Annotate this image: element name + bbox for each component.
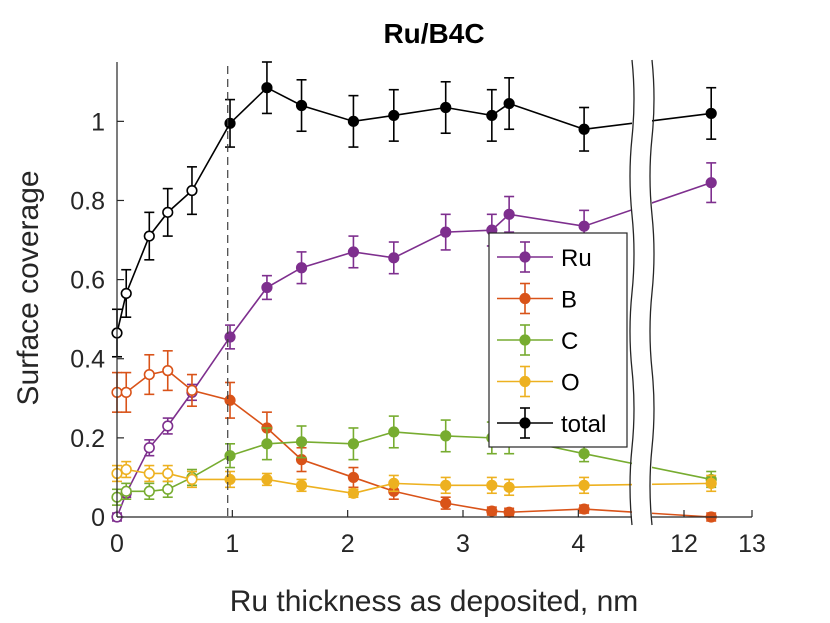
data-point xyxy=(347,115,360,127)
data-point xyxy=(261,82,273,94)
data-point xyxy=(120,463,132,476)
legend-entry-total: total xyxy=(497,407,606,439)
data-point xyxy=(486,479,498,491)
x-axis-label: Ru thickness as deposited, nm xyxy=(230,585,639,618)
data-point xyxy=(347,471,360,484)
data-point xyxy=(224,117,236,129)
data-point xyxy=(224,331,236,343)
data-point xyxy=(162,206,174,218)
data-point xyxy=(388,477,400,489)
data-point xyxy=(705,107,717,120)
data-point xyxy=(503,506,515,518)
data-point xyxy=(578,503,590,515)
x-tick-label: 4 xyxy=(571,530,585,558)
data-point xyxy=(162,420,174,432)
data-point xyxy=(186,184,198,197)
legend-label: O xyxy=(561,370,580,397)
legend-marker xyxy=(519,375,531,388)
y-tick-label: 0.4 xyxy=(70,346,105,374)
data-point xyxy=(440,226,452,238)
legend-marker xyxy=(519,417,531,429)
data-point xyxy=(162,467,174,480)
data-point xyxy=(143,442,155,454)
data-point xyxy=(143,467,155,480)
data-point xyxy=(705,177,717,189)
data-point xyxy=(578,448,590,460)
legend-entry-C: C xyxy=(497,324,578,356)
legend-label: Ru xyxy=(561,245,592,272)
data-point xyxy=(120,386,132,398)
data-point xyxy=(347,246,360,258)
legend-entry-B: B xyxy=(497,282,577,315)
chart-title: Ru/B4C xyxy=(383,18,484,49)
series-line xyxy=(116,468,712,495)
x-tick-label: 12 xyxy=(670,530,698,558)
y-tick-label: 0.8 xyxy=(70,187,105,215)
data-point xyxy=(224,394,236,406)
data-point xyxy=(143,230,155,242)
legend-marker xyxy=(519,251,531,263)
axis-break xyxy=(629,59,655,526)
x-tick-label: 13 xyxy=(738,530,766,558)
legend-entry-Ru: Ru xyxy=(497,241,592,273)
data-point xyxy=(162,365,174,377)
data-point xyxy=(503,97,515,110)
data-point xyxy=(162,483,174,495)
data-point xyxy=(224,473,236,486)
data-point xyxy=(388,252,400,264)
data-point xyxy=(295,436,308,448)
data-point xyxy=(578,479,590,491)
data-point xyxy=(705,477,717,489)
data-point xyxy=(347,438,360,450)
axis-break-left-edge xyxy=(629,59,635,526)
legend-marker xyxy=(519,292,531,305)
data-point xyxy=(295,479,308,491)
y-tick-label: 0 xyxy=(91,504,105,532)
y-tick-label: 0.2 xyxy=(70,425,105,453)
x-tick-label: 2 xyxy=(341,530,355,558)
y-axis-label: Surface coverage xyxy=(12,170,45,405)
legend-label: B xyxy=(561,287,577,314)
data-point xyxy=(143,368,155,381)
data-point xyxy=(261,473,273,486)
data-point xyxy=(143,485,155,497)
data-point xyxy=(295,99,308,112)
series-O xyxy=(111,460,717,499)
x-tick-label: 3 xyxy=(456,530,470,558)
data-point xyxy=(503,481,515,493)
data-point xyxy=(440,479,452,491)
data-point xyxy=(261,281,273,294)
y-tick-label: 0.6 xyxy=(70,267,105,295)
data-point xyxy=(503,208,515,220)
data-point xyxy=(486,109,498,122)
data-point xyxy=(186,384,198,396)
data-point xyxy=(120,287,132,300)
data-point xyxy=(224,450,236,462)
legend-label: C xyxy=(561,328,578,355)
data-point xyxy=(440,497,452,509)
data-point xyxy=(186,473,198,486)
data-point xyxy=(578,123,590,135)
x-tick-label: 1 xyxy=(225,530,239,558)
data-point xyxy=(578,220,590,232)
data-point xyxy=(347,487,360,499)
axis-break-gap xyxy=(632,60,652,525)
y-tick-label: 1 xyxy=(91,108,105,136)
data-point xyxy=(261,438,273,450)
data-point xyxy=(120,485,132,497)
series-layer xyxy=(111,61,717,523)
x-tick-label: 0 xyxy=(110,530,124,558)
data-point xyxy=(388,109,400,122)
legend-marker xyxy=(519,334,531,346)
data-point xyxy=(440,430,452,442)
axis-break-right-edge xyxy=(649,59,655,526)
legend-entry-O: O xyxy=(497,365,580,398)
data-point xyxy=(295,262,308,274)
data-point xyxy=(388,426,400,438)
legend-label: total xyxy=(561,411,606,438)
data-point xyxy=(486,505,498,517)
data-point xyxy=(440,101,452,114)
